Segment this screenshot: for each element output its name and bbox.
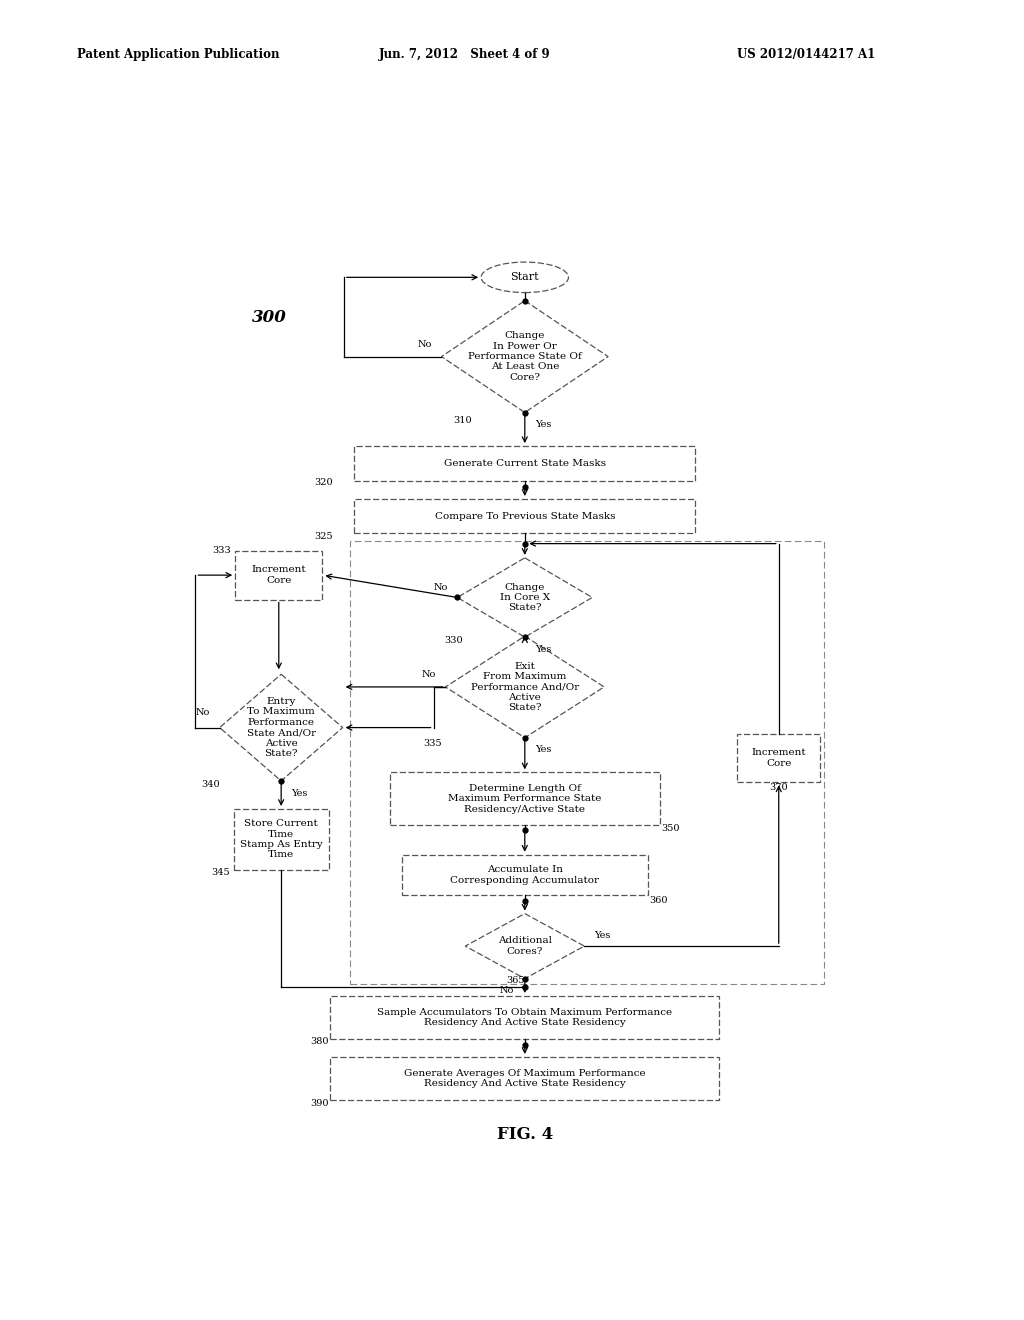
Text: Sample Accumulators To Obtain Maximum Performance
Residency And Active State Res: Sample Accumulators To Obtain Maximum Pe… bbox=[377, 1007, 673, 1027]
Text: Accumulate In
Corresponding Accumulator: Accumulate In Corresponding Accumulator bbox=[451, 866, 599, 884]
Text: 360: 360 bbox=[649, 896, 668, 906]
Text: 370: 370 bbox=[769, 783, 788, 792]
Text: Patent Application Publication: Patent Application Publication bbox=[77, 48, 280, 61]
Text: Yes: Yes bbox=[536, 420, 552, 429]
Text: 310: 310 bbox=[453, 416, 472, 425]
Text: No: No bbox=[433, 583, 447, 591]
FancyBboxPatch shape bbox=[401, 854, 648, 895]
Text: No: No bbox=[500, 986, 514, 995]
Polygon shape bbox=[465, 913, 585, 978]
Text: Yes: Yes bbox=[594, 932, 610, 940]
Text: US 2012/0144217 A1: US 2012/0144217 A1 bbox=[737, 48, 876, 61]
FancyBboxPatch shape bbox=[331, 1057, 719, 1100]
Text: Determine Length Of
Maximum Performance State
Residency/Active State: Determine Length Of Maximum Performance … bbox=[449, 784, 601, 813]
FancyBboxPatch shape bbox=[354, 499, 695, 533]
Text: 333: 333 bbox=[212, 546, 231, 556]
Text: No: No bbox=[418, 341, 432, 348]
Text: Increment
Core: Increment Core bbox=[252, 565, 306, 585]
Text: 320: 320 bbox=[314, 478, 333, 487]
Text: Yes: Yes bbox=[291, 788, 307, 797]
Text: Start: Start bbox=[511, 272, 539, 282]
Polygon shape bbox=[441, 301, 608, 412]
Text: 345: 345 bbox=[211, 869, 229, 878]
Text: Additional
Cores?: Additional Cores? bbox=[498, 936, 552, 956]
Ellipse shape bbox=[481, 263, 568, 293]
FancyBboxPatch shape bbox=[236, 550, 323, 599]
Text: Change
In Power Or
Performance State Of
At Least One
Core?: Change In Power Or Performance State Of … bbox=[468, 331, 582, 381]
Text: Change
In Core X
State?: Change In Core X State? bbox=[500, 582, 550, 612]
Text: Exit
From Maximum
Performance And/Or
Active
State?: Exit From Maximum Performance And/Or Act… bbox=[471, 661, 579, 713]
Text: Generate Current State Masks: Generate Current State Masks bbox=[443, 459, 606, 467]
Text: Compare To Previous State Masks: Compare To Previous State Masks bbox=[434, 512, 615, 520]
Text: 330: 330 bbox=[444, 636, 463, 644]
Text: No: No bbox=[422, 671, 436, 680]
FancyBboxPatch shape bbox=[737, 734, 820, 783]
Text: 300: 300 bbox=[252, 309, 287, 326]
FancyBboxPatch shape bbox=[331, 995, 719, 1039]
Text: No: No bbox=[196, 708, 210, 717]
FancyBboxPatch shape bbox=[390, 772, 659, 825]
Text: Increment
Core: Increment Core bbox=[752, 748, 806, 768]
Text: Jun. 7, 2012   Sheet 4 of 9: Jun. 7, 2012 Sheet 4 of 9 bbox=[379, 48, 551, 61]
Text: 350: 350 bbox=[662, 824, 680, 833]
Text: Store Current
Time
Stamp As Entry
Time: Store Current Time Stamp As Entry Time bbox=[240, 820, 323, 859]
Text: 335: 335 bbox=[424, 739, 442, 748]
Text: Entry
To Maximum
Performance
State And/Or
Active
State?: Entry To Maximum Performance State And/O… bbox=[247, 697, 315, 758]
Text: Generate Averages Of Maximum Performance
Residency And Active State Residency: Generate Averages Of Maximum Performance… bbox=[404, 1069, 645, 1088]
Text: 380: 380 bbox=[310, 1038, 329, 1047]
Polygon shape bbox=[458, 558, 592, 638]
Text: 340: 340 bbox=[202, 780, 220, 789]
Text: 390: 390 bbox=[310, 1100, 329, 1109]
Polygon shape bbox=[445, 636, 604, 738]
Polygon shape bbox=[220, 675, 343, 781]
FancyBboxPatch shape bbox=[354, 446, 695, 480]
Text: Yes: Yes bbox=[536, 746, 552, 755]
Text: FIG. 4: FIG. 4 bbox=[497, 1126, 553, 1143]
Text: Yes: Yes bbox=[536, 645, 552, 653]
Text: 325: 325 bbox=[314, 532, 333, 541]
Text: 365: 365 bbox=[506, 977, 524, 985]
FancyBboxPatch shape bbox=[233, 809, 329, 870]
